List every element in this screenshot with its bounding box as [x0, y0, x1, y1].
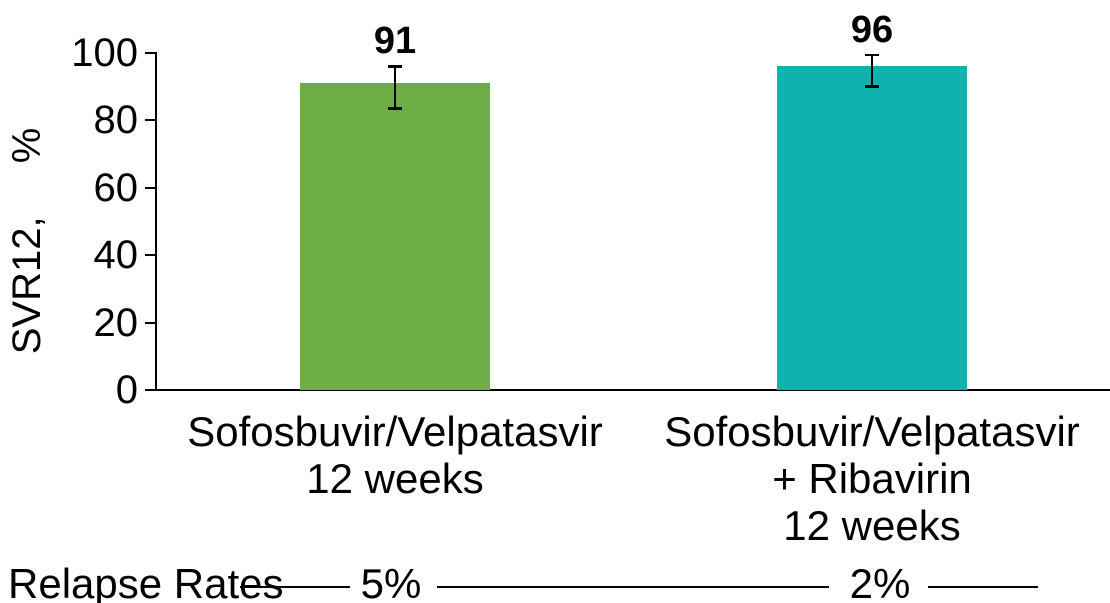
error-bar-cap-bottom: [865, 85, 879, 88]
relapse-connector-line-3: [928, 586, 1038, 588]
y-tick-mark: [145, 321, 157, 324]
bar-1: [300, 83, 490, 390]
y-tick-mark: [145, 119, 157, 122]
error-bar-cap-top: [388, 65, 402, 68]
x-axis-line: [145, 389, 1110, 391]
error-bar-cap-bottom: [388, 107, 402, 110]
y-tick-mark: [145, 389, 157, 391]
x-category-line: 12 weeks: [783, 502, 961, 549]
error-bar-line: [394, 66, 396, 109]
relapse-rate-value-2: 2%: [849, 560, 911, 603]
y-tick-label: 20: [93, 300, 139, 345]
y-axis-line: [155, 53, 157, 391]
x-category-label: Sofosbuvir/Velpatasvir + Ribavirin 12 week…: [627, 408, 1110, 549]
relapse-rates-label: Relapse Rates: [8, 560, 284, 603]
error-bar-cap-top: [865, 53, 879, 57]
bar-2: [777, 66, 967, 390]
y-tick-mark: [145, 254, 157, 257]
relapse-rate-value-1: 5%: [360, 560, 422, 603]
y-tick-mark: [145, 52, 157, 54]
y-tick-label: 100: [71, 31, 138, 75]
x-category-line: + Ribavirin: [772, 455, 972, 502]
y-tick-label: 0: [115, 368, 138, 412]
error-bar-line: [871, 54, 873, 87]
bar-value-label: 91: [373, 20, 417, 63]
y-tick-label: 40: [93, 233, 139, 278]
x-category-line: Sofosbuvir/Velpatasvir: [664, 408, 1080, 455]
y-tick-mark: [145, 186, 157, 189]
x-category-line: 12 weeks: [306, 455, 484, 502]
y-tick-label: 60: [93, 165, 139, 210]
x-category-label: Sofosbuvir/Velpatasvir 12 weeks: [150, 408, 640, 502]
bar-value-label: 96: [850, 8, 894, 51]
y-tick-label: 80: [93, 98, 139, 143]
relapse-connector-line-1: [240, 586, 350, 588]
relapse-connector-line-2: [437, 586, 829, 588]
x-category-line: Sofosbuvir/Velpatasvir: [187, 408, 603, 455]
